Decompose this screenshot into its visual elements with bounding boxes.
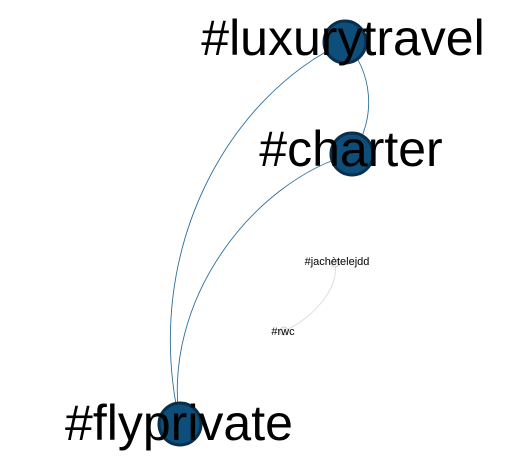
node-label-rwc: #rwc <box>271 326 295 338</box>
node-charter[interactable] <box>329 131 375 177</box>
node-rwc[interactable] <box>279 326 289 336</box>
edge-charter-flyprivate <box>176 153 353 425</box>
edge-jachetelejdd-rwc <box>283 262 336 332</box>
node-label-charter: #charter <box>259 121 442 177</box>
node-label-luxurytravel: #luxurytravel <box>201 10 484 66</box>
node-flyprivate[interactable] <box>157 401 203 447</box>
node-luxurytravel[interactable] <box>322 19 368 65</box>
node-jachetelejdd[interactable] <box>330 258 340 268</box>
node-label-jachetelejdd: #jachètelejdd <box>305 256 370 268</box>
edge-luxurytravel-flyprivate <box>169 41 346 425</box>
node-label-flyprivate: #flyprivate <box>65 395 293 451</box>
